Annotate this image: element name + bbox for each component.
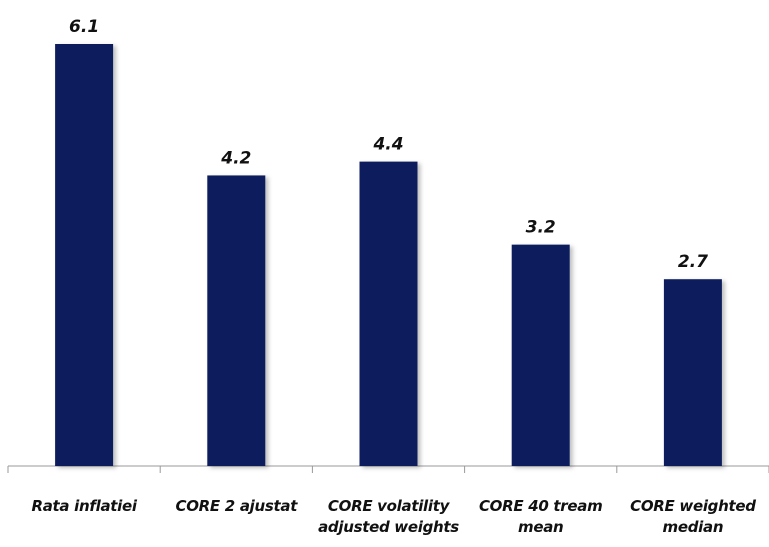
value-label: 6.1 xyxy=(69,17,99,37)
value-label: 3.2 xyxy=(526,218,556,238)
value-label: 2.7 xyxy=(678,252,708,272)
bar xyxy=(207,175,266,466)
x-tick-label: CORE volatility adjusted weights xyxy=(318,497,459,536)
bar xyxy=(55,44,114,466)
value-label: 4.4 xyxy=(372,135,403,155)
x-tick-label: CORE 40 tream mean xyxy=(478,497,603,536)
bar xyxy=(359,161,418,466)
bar xyxy=(663,279,722,466)
value-label: 4.2 xyxy=(220,148,251,168)
x-tick-label: CORE 2 ajustat xyxy=(175,497,298,515)
x-tick-label: Rata inflatiei xyxy=(31,497,137,515)
x-tick-label: CORE weighted median xyxy=(630,497,756,536)
bar xyxy=(511,244,570,466)
